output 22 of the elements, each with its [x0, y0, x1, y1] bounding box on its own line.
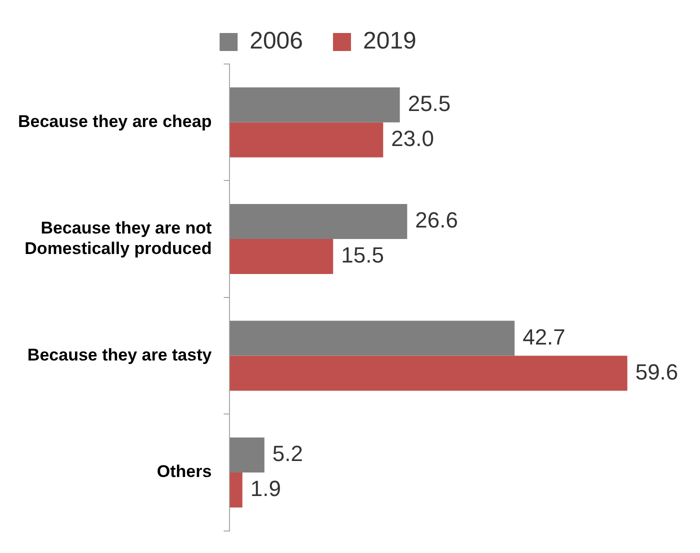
data-label: 5.2 — [272, 441, 303, 466]
bar — [230, 239, 334, 274]
data-label: 1.9 — [250, 476, 281, 502]
bar — [230, 87, 400, 122]
y-tick-label: Others — [156, 462, 212, 482]
y-tick-label: Because they are cheap — [18, 112, 212, 132]
legend-label: 2019 — [363, 28, 416, 55]
data-label: 59.6 — [635, 359, 678, 384]
data-label: 15.5 — [341, 242, 384, 268]
bar — [230, 437, 264, 472]
y-tick-label: Because they are not Domestically produced — [24, 218, 212, 258]
y-tick-label: Because they are tasty — [27, 345, 212, 364]
data-label: 42.7 — [522, 324, 566, 350]
data-label: 25.5 — [408, 90, 451, 116]
bar — [230, 356, 628, 391]
data-label: 26.6 — [415, 208, 458, 233]
legend-label: 2006 — [250, 28, 303, 55]
bar — [230, 472, 242, 508]
bar — [230, 320, 515, 356]
data-label: 23.0 — [391, 126, 434, 151]
bar — [230, 122, 384, 158]
bar — [230, 204, 408, 240]
